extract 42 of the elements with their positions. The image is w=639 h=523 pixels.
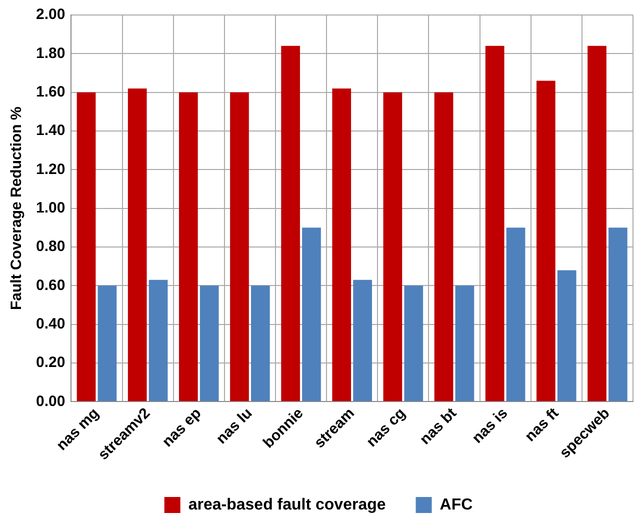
bar (506, 228, 526, 402)
x-tick-label: nas cg (363, 404, 409, 450)
bar (353, 280, 372, 402)
bar (76, 92, 96, 402)
legend-label: AFC (440, 496, 474, 514)
bar (251, 286, 270, 402)
bar (404, 286, 424, 402)
x-tick-label: nas bt (416, 404, 460, 448)
x-tick-label: nas ep (159, 404, 205, 450)
bar (148, 280, 168, 402)
bar (455, 286, 474, 402)
y-tick-label: 1.60 (36, 83, 66, 100)
y-tick-label: 2.00 (36, 6, 66, 24)
bar (98, 286, 117, 402)
bar (608, 228, 628, 402)
x-tick-label: nas ft (522, 404, 562, 446)
bar (200, 286, 219, 402)
bar (434, 92, 454, 402)
x-tick-label: nas is (468, 404, 512, 447)
y-tick-label: 0.00 (36, 392, 66, 410)
y-tick-label: 0.40 (36, 315, 66, 332)
y-tick-label: 1.00 (36, 199, 66, 216)
bar (128, 88, 147, 402)
y-tick-label: 1.40 (36, 122, 66, 140)
bar (178, 92, 198, 402)
bar (588, 46, 606, 402)
y-tick-label: 1.20 (36, 160, 66, 178)
bar (302, 228, 321, 402)
y-tick-label: 0.20 (36, 354, 66, 372)
bar (281, 46, 300, 402)
bar (536, 80, 556, 402)
bar (557, 270, 576, 402)
y-axis-title: Fault Coverage Reduction % (8, 106, 26, 310)
x-tick-label: nas lu (213, 404, 256, 448)
bar (332, 88, 352, 402)
bar (230, 92, 249, 402)
legend-label: area-based fault coverage (188, 496, 386, 514)
y-tick-label: 1.80 (36, 44, 66, 62)
y-tick-label: 0.60 (36, 276, 66, 294)
y-tick-label: 0.80 (36, 238, 66, 256)
bar (485, 46, 504, 402)
bar (383, 92, 402, 402)
